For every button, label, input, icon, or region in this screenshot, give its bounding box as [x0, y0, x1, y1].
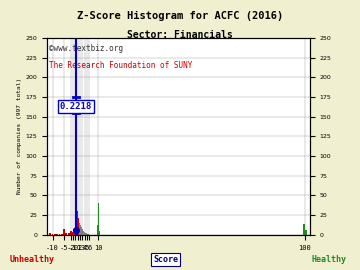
Bar	[74, 229, 75, 235]
Text: Z-Score Histogram for ACFC (2016): Z-Score Histogram for ACFC (2016)	[77, 11, 283, 21]
Y-axis label: Number of companies (997 total): Number of companies (997 total)	[17, 78, 22, 194]
Text: Healthy: Healthy	[312, 255, 347, 264]
Bar	[73, 230, 74, 235]
Bar	[97, 225, 98, 235]
Bar	[49, 233, 51, 235]
Text: Score: Score	[153, 255, 178, 264]
Text: Unhealthy: Unhealthy	[10, 255, 55, 264]
Bar	[68, 232, 69, 235]
Bar	[303, 224, 305, 235]
Bar	[51, 234, 53, 235]
Bar	[70, 231, 72, 235]
Bar	[54, 234, 56, 235]
Bar	[73, 230, 74, 235]
Text: The Research Foundation of SUNY: The Research Foundation of SUNY	[49, 62, 193, 70]
Bar	[61, 234, 63, 235]
Bar	[56, 234, 58, 235]
Bar	[63, 230, 65, 235]
Bar	[59, 234, 60, 235]
Bar	[99, 231, 100, 235]
Bar	[98, 203, 99, 235]
Text: ©www.textbiz.org: ©www.textbiz.org	[49, 44, 123, 53]
Bar	[305, 230, 307, 235]
Bar	[66, 233, 67, 235]
Text: Sector: Financials: Sector: Financials	[127, 30, 233, 40]
Bar	[75, 38, 76, 235]
Text: 0.2218: 0.2218	[60, 102, 92, 111]
